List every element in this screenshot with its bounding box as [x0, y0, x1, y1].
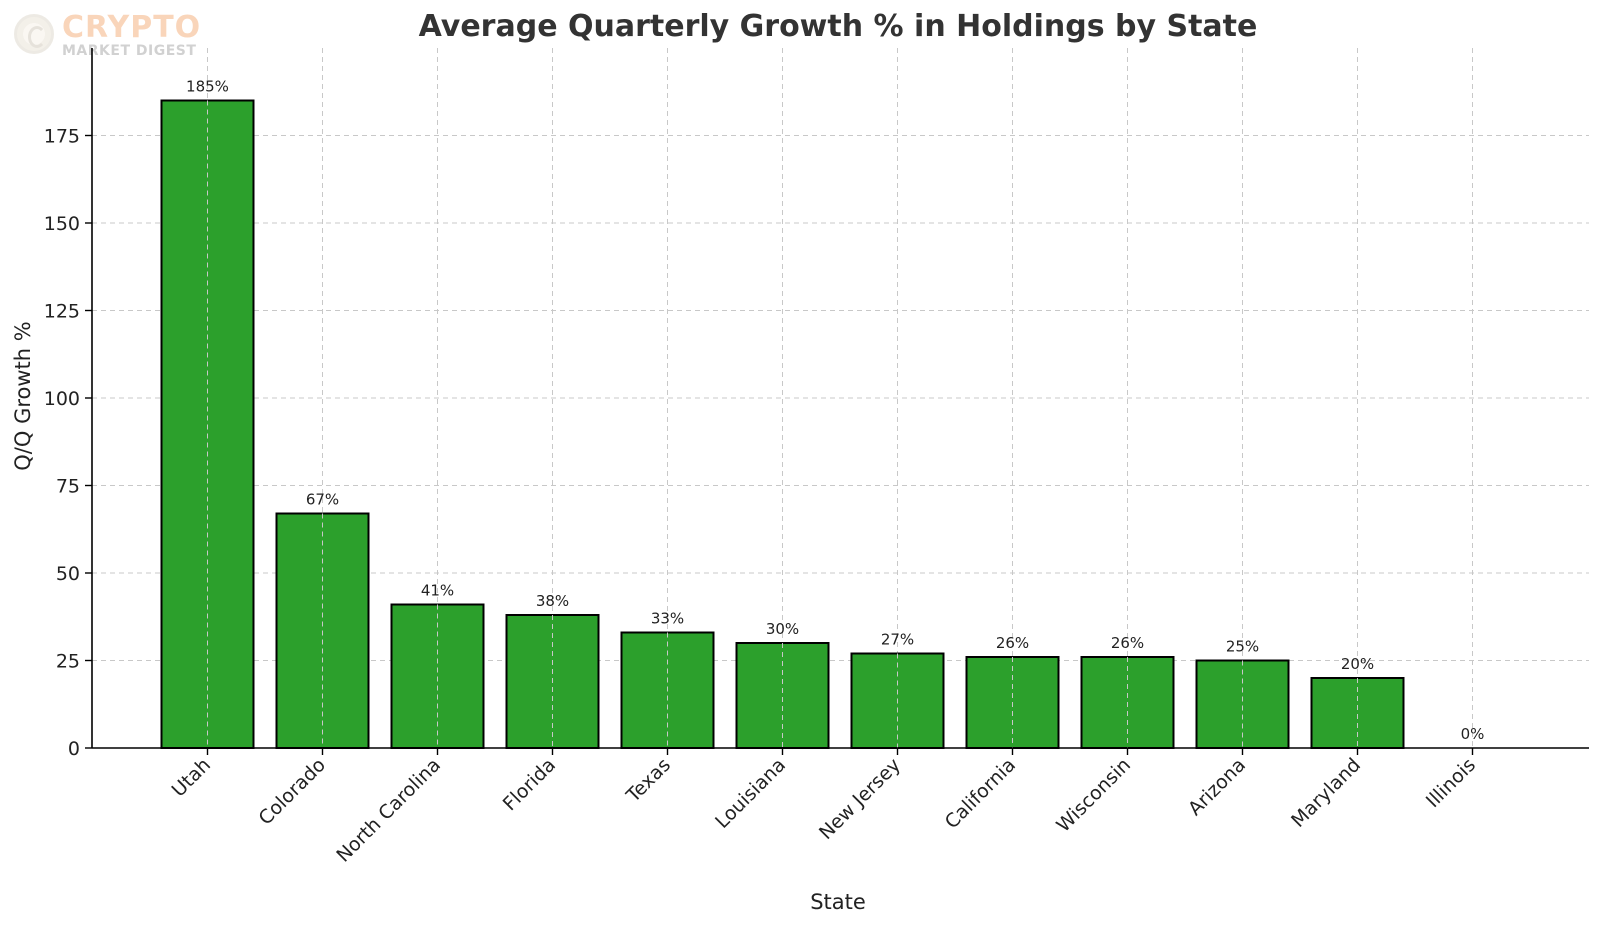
- bar-value-label: 27%: [881, 631, 914, 649]
- bar: [735, 642, 830, 749]
- bar-value-label: 30%: [766, 620, 799, 638]
- x-tick-label: Arizona: [1184, 754, 1250, 820]
- bar-value-label: 0%: [1461, 725, 1485, 743]
- bar-value-label: 33%: [651, 610, 684, 628]
- bar-value-label: 67%: [306, 491, 339, 509]
- x-tick-label: Wisconsin: [1052, 754, 1135, 837]
- x-tick-label: Maryland: [1287, 754, 1365, 832]
- bar-value-label: 26%: [996, 634, 1029, 652]
- axes: [85, 48, 1589, 755]
- bar-value-label: 41%: [421, 582, 454, 600]
- x-tick-label: Florida: [499, 754, 560, 815]
- y-tick-label: 50: [56, 563, 80, 585]
- x-tick-label: Illinois: [1422, 754, 1480, 812]
- x-tick-label: New Jersey: [815, 754, 905, 844]
- x-tick-label: North Carolina: [332, 754, 445, 867]
- bar-value-label: 25%: [1226, 638, 1259, 656]
- data-labels: 185% 67% 41% 38% 33% 30% 27% 26% 26% 25% 20% 0%: [186, 78, 1484, 744]
- x-tick-label: Louisiana: [711, 754, 790, 833]
- bar-value-label: 38%: [536, 592, 569, 610]
- tick-labels: 0 25 50 75 100 125 150 175 Utah Colorado North Car…: [44, 126, 1480, 867]
- x-axis-label: State: [810, 890, 866, 914]
- y-tick-label: 0: [68, 738, 80, 760]
- y-tick-label: 150: [44, 213, 80, 235]
- y-tick-label: 75: [56, 476, 80, 498]
- y-axis-label: Q/Q Growth %: [11, 321, 35, 470]
- bar-value-label: 185%: [186, 78, 229, 96]
- x-tick-label: Utah: [168, 754, 215, 801]
- grid-lines: [92, 48, 1589, 748]
- watermark-logo: CRYPTO MARKET DIGEST: [14, 10, 214, 62]
- y-tick-label: 175: [44, 126, 80, 148]
- bar: [160, 99, 255, 749]
- coin-icon: [14, 14, 54, 54]
- x-tick-label: California: [941, 754, 1020, 833]
- x-tick-label: Colorado: [254, 754, 330, 830]
- y-tick-label: 25: [56, 651, 80, 673]
- bars: [160, 99, 1405, 749]
- watermark-subtitle-text: MARKET DIGEST: [62, 43, 197, 59]
- y-tick-label: 125: [44, 301, 80, 323]
- bar-value-label: 26%: [1111, 634, 1144, 652]
- bar-value-label: 20%: [1341, 655, 1374, 673]
- chart-title: Average Quarterly Growth % in Holdings b…: [419, 9, 1258, 44]
- watermark-brand-text: CRYPTO: [62, 10, 202, 45]
- x-tick-label: Texas: [622, 754, 675, 807]
- y-tick-label: 100: [44, 388, 80, 410]
